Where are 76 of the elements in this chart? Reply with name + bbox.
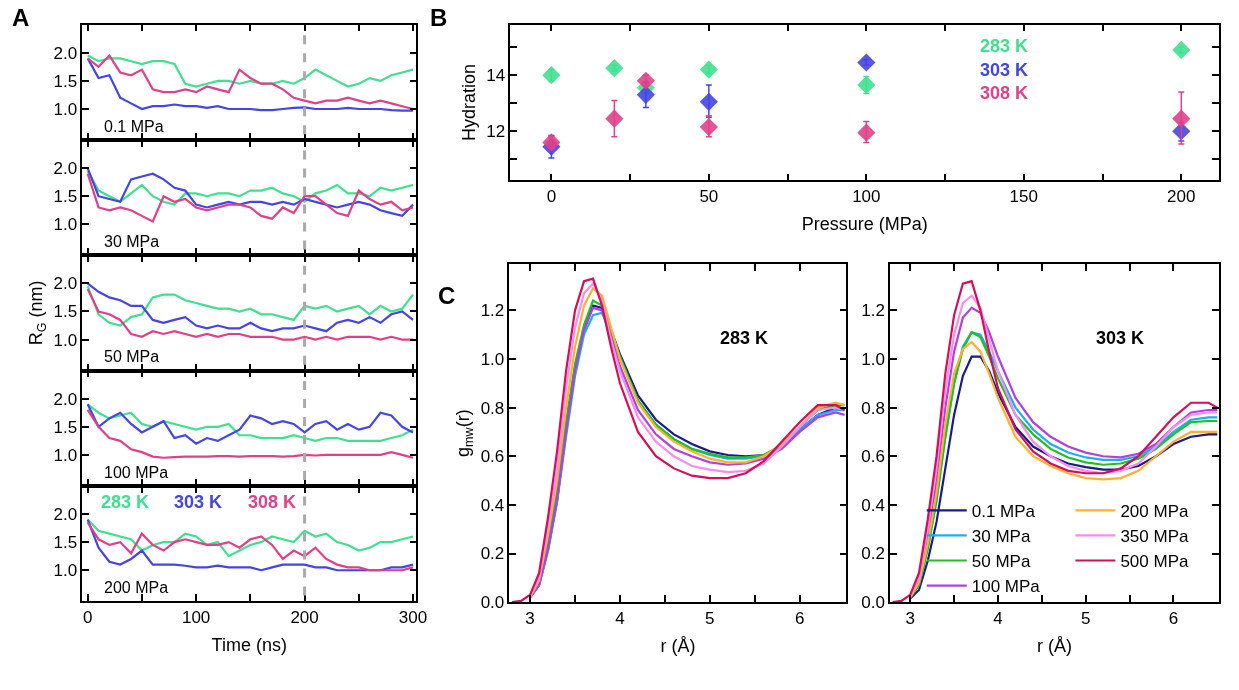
- x-axis-title: r (Å): [660, 635, 696, 656]
- text: 283 K: [980, 36, 1029, 56]
- y-axis-title: Hydration: [459, 63, 480, 142]
- x-tick-label: 150: [1009, 187, 1038, 207]
- y-tick-label: 0.6: [480, 447, 505, 467]
- x-tick-label: 4: [993, 609, 1003, 629]
- text: C: [438, 282, 456, 309]
- y-tick-label: 1.5: [53, 71, 78, 91]
- y-tick-label: 1.0: [480, 349, 505, 369]
- legend-label: 30 MPa: [971, 527, 1031, 547]
- annotation: 303 K: [1096, 328, 1145, 348]
- x-tick-label: 6: [1168, 609, 1179, 629]
- legend-label: 50 MPa: [971, 552, 1031, 572]
- x-axis-title: Pressure (MPa): [801, 214, 928, 235]
- x-tick-label: 200: [1167, 187, 1196, 207]
- y-tick-label: 1.2: [861, 301, 885, 321]
- x-axis-title: Time (ns): [211, 634, 287, 655]
- x-tick-label: 100: [852, 187, 881, 207]
- y-tick-label: 1.0: [861, 349, 885, 369]
- x-tick-label: 0: [82, 608, 93, 628]
- x-tick-label: 4: [615, 609, 625, 629]
- annotation: 283 K: [720, 328, 769, 348]
- y-tick-label: 1.5: [53, 187, 78, 207]
- legend-label: 350 MPa: [1120, 527, 1189, 547]
- x-tick-label: 5: [705, 609, 715, 629]
- y-tick-label: 0.0: [480, 593, 505, 613]
- text: 303 K: [174, 492, 223, 512]
- y-tick-label: 0.4: [861, 495, 885, 515]
- x-axis-title: r (Å): [1037, 635, 1073, 656]
- legend-label: 100 MPa: [971, 577, 1041, 597]
- y-tick-label: 12: [486, 122, 506, 142]
- y-tick-label: 2.0: [53, 274, 78, 294]
- x-tick-label: 200: [290, 608, 319, 628]
- y-tick-label: 0.2: [861, 544, 885, 564]
- chart-title: B: [430, 4, 448, 31]
- y-tick-label: 1.0: [53, 330, 78, 350]
- y-tick-label: 2.0: [53, 389, 78, 409]
- y-tick-label: 1.5: [53, 417, 78, 437]
- y-tick-label: 0.8: [861, 398, 885, 418]
- legend-label: 500 MPa: [1120, 552, 1189, 572]
- annotation: 0.1 MPa: [104, 118, 164, 135]
- text: 308 K: [980, 83, 1029, 103]
- y-tick-label: 0.8: [480, 398, 505, 418]
- x-tick-label: 0: [546, 187, 557, 207]
- y-tick-label: 1.5: [53, 302, 78, 322]
- x-tick-label: 3: [525, 609, 535, 629]
- y-tick-label: 0.6: [861, 447, 885, 467]
- legend-label: 0.1 MPa: [971, 501, 1036, 521]
- series-label: 283 K: [101, 492, 150, 512]
- annotation: 30 MPa: [104, 233, 160, 250]
- y-tick-label: 1.0: [53, 561, 78, 581]
- y-tick-label: 1.0: [53, 215, 78, 235]
- x-tick-label: 3: [905, 609, 915, 629]
- y-tick-label: 2.0: [53, 504, 78, 524]
- x-tick-label: 100: [181, 608, 211, 628]
- chart-title: A: [12, 4, 30, 31]
- y-tick-label: 1.2: [480, 301, 505, 321]
- annotation: 200 MPa: [104, 579, 169, 596]
- y-tick-label: 1.5: [53, 533, 78, 553]
- series-label: 308 K: [248, 492, 297, 512]
- y-tick-label: 0.2: [480, 544, 505, 564]
- x-tick-label: 6: [794, 609, 805, 629]
- legend-label: 200 MPa: [1120, 501, 1189, 521]
- annotation: 50 MPa: [104, 348, 160, 365]
- y-tick-label: 2.0: [53, 159, 78, 179]
- y-tick-label: 0.4: [480, 495, 505, 515]
- x-tick-label: 300: [398, 608, 428, 628]
- y-tick-label: 14: [486, 66, 506, 86]
- y-tick-label: 1.0: [53, 445, 78, 465]
- annotation: 100 MPa: [104, 464, 169, 481]
- y-tick-label: 2.0: [53, 43, 78, 63]
- x-tick-label: 5: [1080, 609, 1091, 629]
- text: 303 K: [980, 60, 1029, 80]
- y-tick-label: 0.0: [861, 593, 885, 613]
- y-tick-label: 1.0: [53, 99, 78, 119]
- x-tick-label: 50: [699, 187, 719, 207]
